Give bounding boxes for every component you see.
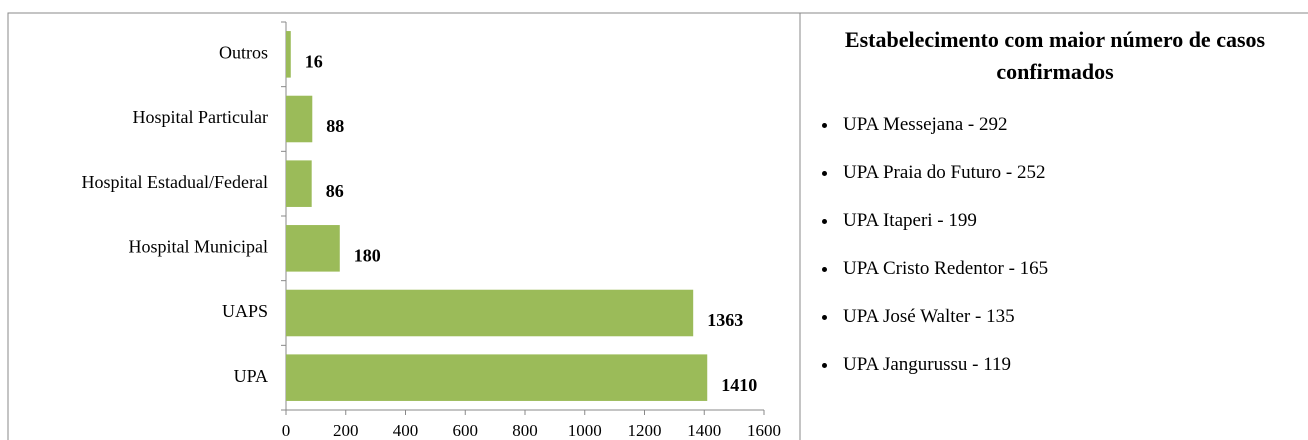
data-label: 88: [326, 116, 344, 136]
x-tick-label: 600: [453, 421, 479, 440]
list-item: UPA Praia do Futuro - 252: [839, 162, 1295, 210]
panel-title: Estabelecimento com maior número de caso…: [844, 27, 1266, 84]
bar: [286, 225, 340, 272]
x-tick-label: 0: [282, 421, 291, 440]
info-panel: Estabelecimento com maior número de caso…: [815, 24, 1295, 402]
data-label: 1363: [707, 310, 743, 330]
y-tick-label: UAPS: [222, 301, 268, 321]
data-label: 86: [326, 181, 344, 201]
y-tick-label: Hospital Municipal: [129, 236, 268, 256]
y-tick-label: Hospital Particular: [133, 107, 268, 127]
bar: [286, 95, 313, 143]
x-tick-label: 1000: [568, 421, 602, 440]
bar: [286, 289, 694, 337]
x-tick-label: 400: [393, 421, 419, 440]
y-tick-label: UPA: [234, 366, 268, 386]
data-label: 1410: [721, 375, 757, 395]
item-list: UPA Messejana - 292UPA Praia do Futuro -…: [815, 114, 1295, 402]
x-tick-label: 1200: [628, 421, 662, 440]
list-item: UPA José Walter - 135: [839, 306, 1295, 354]
y-tick-label: Outros: [219, 42, 268, 62]
list-item: UPA Itaperi - 199: [839, 210, 1295, 258]
bar: [286, 354, 708, 401]
list-item: UPA Cristo Redentor - 165: [839, 258, 1295, 306]
x-tick-label: 800: [512, 421, 538, 440]
list-item: UPA Messejana - 292: [839, 114, 1295, 162]
data-label: 16: [305, 51, 323, 71]
list-item: UPA Jangurussu - 119: [839, 354, 1295, 402]
x-tick-label: 1400: [687, 421, 721, 440]
x-tick-label: 200: [333, 421, 359, 440]
bar: [286, 31, 291, 78]
chart-frame: [7, 12, 801, 440]
y-tick-label: Hospital Estadual/Federal: [82, 172, 268, 192]
x-tick-label: 1600: [747, 421, 781, 440]
data-label: 180: [354, 245, 381, 265]
bar: [286, 160, 312, 207]
